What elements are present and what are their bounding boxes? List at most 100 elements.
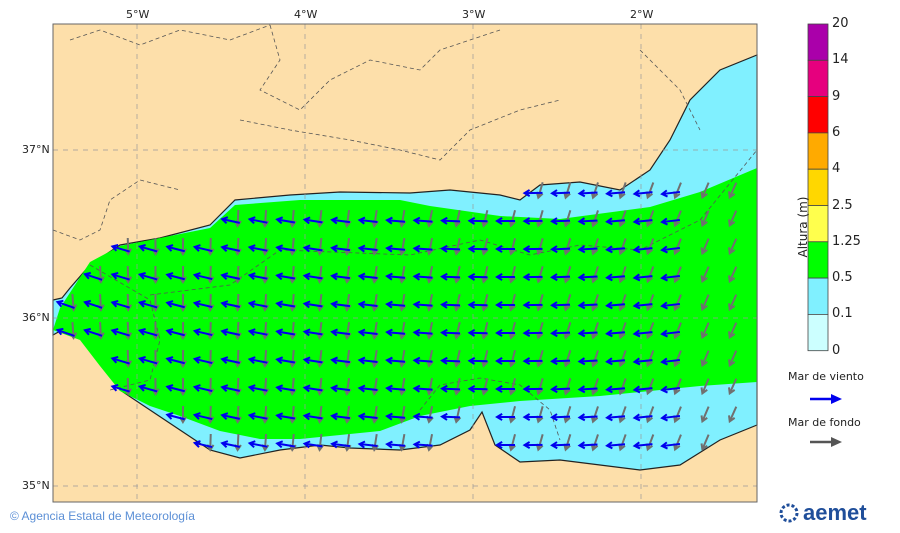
wind-sea-arrow bbox=[467, 244, 488, 253]
swell-arrow bbox=[728, 378, 738, 396]
wind-sea-arrow bbox=[385, 384, 406, 393]
lon-label: 5°W bbox=[126, 8, 150, 21]
colorbar-tick: 9 bbox=[832, 88, 841, 104]
wind-sea-arrow bbox=[137, 328, 158, 337]
wind-sea-arrow bbox=[660, 189, 681, 198]
wind-sea-arrow bbox=[522, 273, 543, 282]
swell-arrow bbox=[728, 182, 738, 200]
wind-sea-arrow bbox=[605, 357, 626, 366]
wind-sea-arrow bbox=[467, 300, 488, 309]
wind-sea-arrow bbox=[137, 384, 158, 393]
wind-sea-arrow bbox=[467, 328, 488, 337]
wind-sea-arrow bbox=[192, 356, 213, 365]
colorbar-tick: 1.25 bbox=[832, 233, 861, 249]
swell-arrow bbox=[700, 434, 710, 452]
wind-sea-arrow bbox=[192, 412, 213, 421]
wind-sea-arrow bbox=[302, 440, 323, 449]
wind-sea-arrow bbox=[165, 412, 185, 421]
wind-sea-arrow bbox=[495, 245, 516, 253]
wind-sea-arrow bbox=[660, 441, 681, 450]
wind-sea-arrow bbox=[605, 441, 626, 450]
wind-sea-arrow bbox=[247, 440, 268, 449]
swell-arrow bbox=[728, 238, 738, 256]
wind-sea-arrow bbox=[330, 244, 351, 253]
wind-sea-arrow bbox=[220, 244, 241, 252]
wind-sea-arrow bbox=[330, 412, 351, 421]
wind-sea-arrow bbox=[605, 217, 626, 226]
wind-sea-arrow bbox=[632, 245, 653, 254]
wind-sea-arrow bbox=[192, 272, 213, 281]
wind-sea-arrow bbox=[577, 385, 598, 394]
wind-sea-arrow bbox=[357, 328, 378, 337]
wind-sea-arrow bbox=[247, 328, 268, 337]
wave-arrows bbox=[55, 182, 738, 452]
wind-sea-arrow bbox=[357, 244, 378, 253]
wind-sea-arrow bbox=[55, 327, 75, 337]
wind-sea-arrow bbox=[330, 300, 351, 309]
wind-sea-arrow bbox=[412, 384, 433, 393]
wind-sea-arrow bbox=[165, 272, 185, 281]
wind-sea-arrow bbox=[495, 385, 516, 393]
wind-sea-arrow bbox=[357, 412, 378, 421]
lat-label: 37°N bbox=[22, 143, 50, 156]
swell-arrow bbox=[728, 350, 738, 368]
wind-sea-arrow bbox=[550, 329, 571, 338]
credit-text: Agencia Estatal de Meteorología bbox=[21, 509, 195, 523]
aemet-logo-icon bbox=[779, 503, 799, 523]
wind-sea-arrow bbox=[302, 244, 323, 253]
wind-sea-arrow bbox=[165, 300, 185, 309]
wind-sea-arrow bbox=[550, 189, 571, 198]
wind-sea-arrow bbox=[165, 328, 185, 337]
wind-sea-arrow bbox=[110, 327, 130, 337]
wind-sea-arrow bbox=[220, 384, 241, 392]
wind-sea-arrow bbox=[605, 413, 626, 422]
wind-sea-arrow bbox=[522, 357, 543, 366]
wind-sea-arrow bbox=[83, 271, 103, 281]
colorbar-segment bbox=[807, 205, 829, 243]
wind-sea-arrow bbox=[220, 440, 241, 448]
wind-sea-arrow bbox=[467, 384, 488, 393]
wind-sea-arrow bbox=[412, 216, 433, 225]
wind-sea-arrow bbox=[440, 216, 461, 225]
wind-sea-arrow bbox=[357, 216, 378, 225]
wind-sea-arrow bbox=[577, 357, 598, 366]
wind-sea-arrow bbox=[275, 328, 296, 337]
swell-arrow bbox=[700, 182, 710, 200]
wind-sea-arrow bbox=[550, 357, 571, 366]
colorbar-tick: 0 bbox=[832, 342, 841, 358]
wind-sea-arrow bbox=[83, 327, 103, 337]
colorbar-segment bbox=[807, 241, 829, 279]
wind-sea-arrow bbox=[632, 189, 653, 198]
wind-sea-arrow bbox=[247, 216, 268, 225]
colorbar-segment bbox=[807, 168, 829, 206]
wind-sea-arrow bbox=[577, 273, 598, 282]
wind-sea-arrow bbox=[605, 189, 626, 198]
colorbar-tick: 0.1 bbox=[832, 306, 853, 322]
wind-sea-arrow bbox=[275, 384, 296, 393]
wind-sea-arrow bbox=[440, 412, 461, 421]
wind-sea-arrow bbox=[247, 412, 268, 421]
colorbar-segment bbox=[807, 59, 829, 97]
wind-sea-arrow bbox=[550, 441, 571, 450]
wind-sea-arrow bbox=[495, 273, 516, 281]
wind-sea-arrow bbox=[192, 300, 213, 309]
wind-sea-arrow bbox=[522, 245, 543, 254]
colorbar-tick: 6 bbox=[832, 124, 841, 140]
wind-sea-arrow bbox=[660, 273, 681, 282]
wind-sea-arrow bbox=[55, 299, 75, 309]
wind-sea-arrow bbox=[550, 217, 571, 226]
wind-sea-arrow bbox=[660, 217, 681, 226]
lon-label: 4°W bbox=[294, 8, 318, 21]
wind-sea-arrow bbox=[495, 329, 516, 337]
wind-sea-arrow bbox=[247, 272, 268, 281]
wind-sea-arrow bbox=[165, 384, 185, 393]
wind-sea-arrow bbox=[330, 328, 351, 337]
wind-sea-arrow bbox=[302, 356, 323, 365]
wind-sea-arrow bbox=[275, 440, 296, 449]
wind-sea-arrow bbox=[440, 272, 461, 281]
swell-arrow bbox=[728, 322, 738, 340]
wind-sea-arrow bbox=[330, 356, 351, 365]
wind-sea-arrow bbox=[467, 272, 488, 281]
colorbar-tick: 2.5 bbox=[832, 197, 853, 213]
wind-sea-arrow bbox=[632, 413, 653, 422]
